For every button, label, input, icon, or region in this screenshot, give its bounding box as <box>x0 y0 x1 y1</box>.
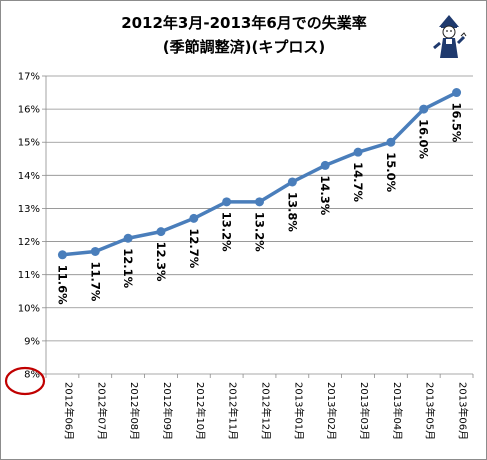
y-tick-label: 13% <box>18 204 40 215</box>
data-point <box>189 213 199 223</box>
mascot-icon <box>433 15 467 58</box>
x-tick-label: 2012年08月 <box>128 382 141 440</box>
gridlines <box>46 75 473 342</box>
chart-title-line2: (季節調整済)(キプロス) <box>163 38 325 56</box>
data-label: 12.7% <box>187 228 201 268</box>
x-tick-label: 2013年03月 <box>358 382 371 440</box>
data-point <box>287 177 297 187</box>
data-point <box>57 250 67 260</box>
highlight-ellipse <box>4 366 46 396</box>
y-tick-label: 15% <box>18 138 40 149</box>
series <box>57 88 462 260</box>
y-axis-ticks: 8% 9% 10% 11% 12% 13% 14% 15% 16% 17% <box>18 72 40 381</box>
chart-title-line1: 2012年3月-2013年6月での失業率 <box>121 14 367 32</box>
data-point <box>386 137 396 147</box>
y-tick-label: 8% <box>24 370 40 381</box>
y-tick-label: 14% <box>18 171 40 182</box>
data-label: 13.2% <box>220 212 234 252</box>
x-tick-label: 2013年04月 <box>391 382 404 440</box>
x-tick-label: 2012年07月 <box>95 382 108 440</box>
data-point <box>156 227 166 237</box>
data-point <box>452 88 462 98</box>
x-tick-label: 2012年12月 <box>260 382 273 440</box>
data-label: 14.3% <box>318 175 332 215</box>
data-point <box>255 197 264 207</box>
y-tick-label: 11% <box>18 270 40 281</box>
x-tick-label: 2013年02月 <box>325 382 338 440</box>
x-axis-ticks: 2012年06月 2012年07月 2012年08月 2012年09月 2012年10月… <box>62 382 469 440</box>
axes <box>42 75 474 378</box>
highlight-annotation <box>4 366 46 396</box>
data-labels: 11.6% 11.7% 12.1% 12.3% 12.7% 13.2% 13.2% 13.8%… <box>55 103 463 306</box>
data-label: 12.1% <box>121 248 135 288</box>
data-point <box>320 160 330 170</box>
y-tick-label: 9% <box>24 336 40 347</box>
x-tick-label: 2013年01月 <box>292 382 305 440</box>
y-tick-label: 17% <box>18 72 40 83</box>
x-tick-label: 2012年11月 <box>227 382 240 440</box>
x-tick-label: 2012年06月 <box>62 382 75 440</box>
data-label: 13.2% <box>253 212 267 252</box>
y-tick-label: 16% <box>18 105 40 116</box>
data-point <box>90 246 100 256</box>
data-label: 11.6% <box>55 265 69 305</box>
data-label: 14.7% <box>351 162 365 202</box>
y-tick-label: 10% <box>18 303 40 314</box>
data-label: 12.3% <box>154 242 168 282</box>
data-label: 11.7% <box>88 261 102 301</box>
data-label: 13.8% <box>285 192 299 232</box>
x-tick-label: 2012年09月 <box>161 382 174 440</box>
data-point <box>353 147 363 157</box>
data-point <box>123 233 133 243</box>
data-label: 16.0% <box>417 119 431 159</box>
x-tick-label: 2013年06月 <box>457 382 470 440</box>
data-point <box>419 104 429 114</box>
x-tick-label: 2012年10月 <box>194 382 207 440</box>
data-label: 15.0% <box>384 152 398 192</box>
data-point <box>222 197 232 207</box>
data-label: 16.5% <box>450 103 464 143</box>
y-tick-label: 12% <box>18 237 40 248</box>
x-tick-label: 2013年05月 <box>424 382 437 440</box>
